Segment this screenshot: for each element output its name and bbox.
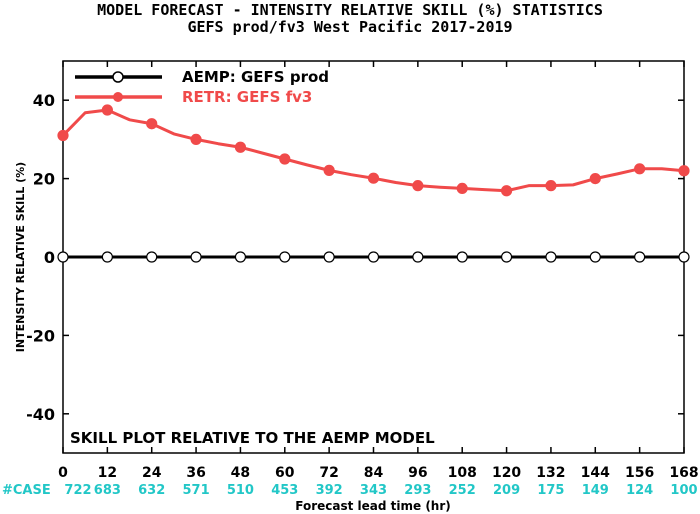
data-point-retr [589, 173, 601, 185]
data-point-aemp [634, 251, 646, 263]
case-label: #CASE [2, 483, 51, 498]
legend-marker-retr [113, 92, 123, 102]
data-point-aemp [589, 251, 601, 263]
data-point-aemp [146, 251, 158, 263]
x-tick-label: 132 [536, 465, 565, 481]
data-point-retr [279, 153, 291, 165]
y-tick-label: -20 [26, 326, 55, 345]
data-point-retr [234, 141, 247, 153]
case-count-label: 343 [360, 483, 387, 498]
case-count-label: 100 [670, 483, 697, 498]
data-point-retr [634, 163, 646, 175]
y-axis-label: INTENSITY RELATIVE SKILL (%) [14, 162, 27, 352]
annotation-text: SKILL PLOT RELATIVE TO THE AEMP MODEL [70, 429, 435, 447]
data-point-aemp [190, 251, 202, 263]
case-count-label: 571 [183, 483, 210, 498]
case-count-label: 175 [537, 483, 564, 498]
case-count-label: 209 [493, 483, 520, 498]
case-count-label: 510 [227, 483, 254, 498]
data-point-retr [57, 129, 69, 142]
data-point-retr [367, 172, 380, 184]
case-count-label: 252 [449, 483, 476, 498]
data-point-aemp [323, 251, 335, 263]
case-count-label: 124 [626, 483, 653, 498]
x-tick-label: 168 [669, 465, 698, 481]
data-point-aemp [456, 251, 468, 263]
data-point-aemp [57, 251, 69, 263]
y-tick-label: 40 [33, 91, 55, 110]
x-tick-label: 60 [275, 465, 295, 481]
case-count-label: 453 [271, 483, 298, 498]
data-point-aemp [234, 251, 247, 263]
x-tick-label: 156 [625, 465, 654, 481]
case-count-label: 149 [582, 483, 609, 498]
case-count-label: 632 [138, 483, 165, 498]
case-count-label: 392 [316, 483, 343, 498]
legend-marker-aemp [112, 71, 124, 83]
data-point-aemp [500, 251, 513, 263]
y-tick-label: -40 [26, 405, 55, 424]
x-axis-label: Forecast lead time (hr) [295, 499, 451, 513]
y-tick-label: 20 [33, 170, 55, 189]
data-point-aemp [412, 251, 424, 263]
data-point-retr [323, 164, 335, 176]
data-point-aemp [101, 251, 113, 263]
data-point-aemp [678, 251, 690, 263]
data-point-retr [190, 133, 202, 145]
data-point-retr [101, 104, 113, 116]
data-point-retr [678, 165, 690, 177]
x-tick-label: 36 [186, 465, 205, 481]
data-point-retr [146, 118, 158, 130]
x-tick-label: 96 [408, 465, 427, 481]
chart-subtitle: GEFS prod/fv3 West Pacific 2017-2019 [187, 18, 513, 36]
data-point-aemp [279, 251, 291, 263]
y-tick-label: 0 [44, 248, 55, 267]
x-tick-label: 108 [448, 465, 477, 481]
case-count-label: 683 [94, 483, 121, 498]
legend: AEMP: GEFS prod RETR: GEFS fv3 [75, 68, 329, 106]
legend-label-retr: RETR: GEFS fv3 [182, 88, 312, 106]
x-tick-label: 24 [142, 465, 162, 481]
case-count-label: 293 [404, 483, 431, 498]
legend-label-aemp: AEMP: GEFS prod [182, 68, 329, 86]
x-tick-label: 84 [364, 465, 384, 481]
data-point-retr [412, 180, 424, 192]
x-tick-label: 12 [98, 465, 117, 481]
x-tick-label: 144 [581, 465, 610, 481]
x-tick-label: 72 [319, 465, 338, 481]
chart-title: MODEL FORECAST - INTENSITY RELATIVE SKIL… [97, 1, 603, 19]
data-point-aemp [545, 251, 557, 263]
x-tick-label: 48 [231, 465, 250, 481]
data-point-retr [456, 182, 468, 194]
data-point-aemp [367, 251, 380, 263]
case-count-label: 722 [64, 483, 91, 498]
data-point-retr [500, 185, 513, 197]
data-point-retr [545, 180, 557, 192]
x-tick-label: 120 [492, 465, 521, 481]
x-tick-label: 0 [58, 465, 68, 481]
